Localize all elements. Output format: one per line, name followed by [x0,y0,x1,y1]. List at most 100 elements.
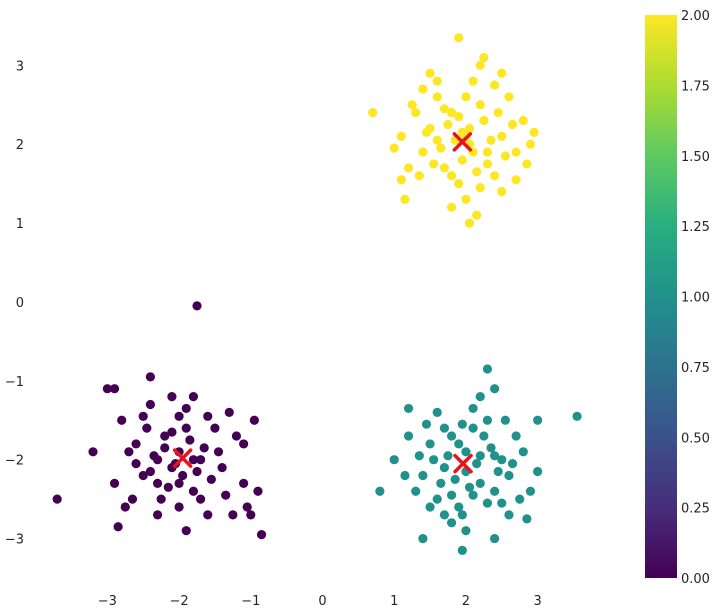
scatter-point [411,486,421,496]
scatter-point [167,427,177,437]
y-tick-label: −1 [5,375,24,390]
scatter-point [461,526,471,536]
centroid-stroke [453,453,473,474]
scatter-point [421,419,432,429]
scatter-point [120,502,130,512]
scatter-point [192,301,202,311]
scatter-point [160,431,170,441]
scatter-point [432,494,442,504]
scatter-point [109,478,120,488]
colorbar-tick-label: 1.25 [681,220,710,235]
scatter-point [174,502,184,512]
scatter-point [221,490,231,500]
colorbar-gradient [645,15,677,578]
scatter-point [443,451,453,461]
scatter-point [185,435,195,445]
scatter-point [138,470,148,481]
scatter-point [436,143,446,153]
scatter-point [454,111,464,122]
scatter-point [475,60,485,70]
scatter-point [432,407,442,417]
scatter-point [479,52,489,63]
scatter-point [246,510,256,520]
scatter-point [195,494,206,504]
scatter-point [497,186,507,197]
scatter-point [525,139,536,149]
scatter-point [518,447,528,457]
scatter-point [457,545,467,555]
scatter-point [432,92,442,102]
x-tick-label: 3 [533,594,541,609]
scatter-point [160,443,170,453]
scatter-point [511,175,521,185]
scatter-point [507,119,518,130]
colorbar-ticks: 2.00 1.75 1.50 1.25 1.00 0.75 0.50 0.25 0.00 [681,9,710,587]
scatter-point [425,502,435,512]
scatter-point [475,451,485,461]
scatter-point [400,470,410,481]
x-tick-label: −3 [98,594,117,609]
scatter-point [504,470,514,481]
scatter-point [418,84,428,94]
colorbar [645,15,677,578]
scatter-point [174,411,184,421]
scatter-point [163,482,173,492]
scatter-point [482,147,493,157]
scatter-point [472,210,482,220]
scatter-point [102,384,112,394]
scatter-point [493,466,503,477]
scatter-point [224,407,234,417]
scatter-point [457,510,467,520]
x-tick-label: 0 [318,594,326,609]
scatter-point [206,474,216,485]
x-tick-label: −2 [169,594,188,609]
y-tick-label: 2 [16,138,24,153]
scatter-point [461,447,471,457]
y-tick-label: 1 [16,217,24,232]
scatter-point [475,391,485,402]
scatter-point [454,179,464,189]
scatter-point [142,423,152,433]
scatter-point [504,510,514,520]
scatter-point [174,478,184,488]
scatter-point [493,108,503,118]
y-tick-label: −2 [5,454,24,469]
scatter-point [472,167,482,177]
scatter-point [490,80,500,90]
scatter-point [446,108,457,118]
scatter-point [418,470,428,481]
scatter-point [479,431,489,441]
scatter-point [396,131,406,141]
scatter-point [490,171,500,181]
scatter-point [203,411,213,421]
scatter-point [472,459,482,469]
scatter-point [389,455,399,465]
scatter-point [145,466,155,477]
y-tick-label: −3 [5,533,24,548]
scatter-point [468,423,478,433]
scatter-point [152,478,163,488]
scatter-point [425,439,435,449]
y-tick-label: 3 [16,59,24,74]
scatter-point [497,455,507,465]
scatter-point [450,474,460,485]
scatter-point [507,459,518,469]
scatter-point [131,459,141,469]
scatter-point [403,403,414,414]
colorbar-tick-label: 0.75 [681,361,710,376]
scatter-point [572,411,582,421]
scatter-point [228,510,238,520]
scatter-point [124,447,134,457]
scatter-point [195,455,206,465]
scatter-point [446,431,457,441]
scatter-point [199,443,209,453]
scatter-point [446,171,457,181]
scatter-point [403,431,414,441]
scatter-point [468,490,478,500]
scatter-point [414,451,424,461]
scatter-point [497,131,507,141]
colorbar-tick-label: 0.00 [681,572,710,587]
scatter-point [482,498,493,508]
scatter-point [131,439,141,449]
